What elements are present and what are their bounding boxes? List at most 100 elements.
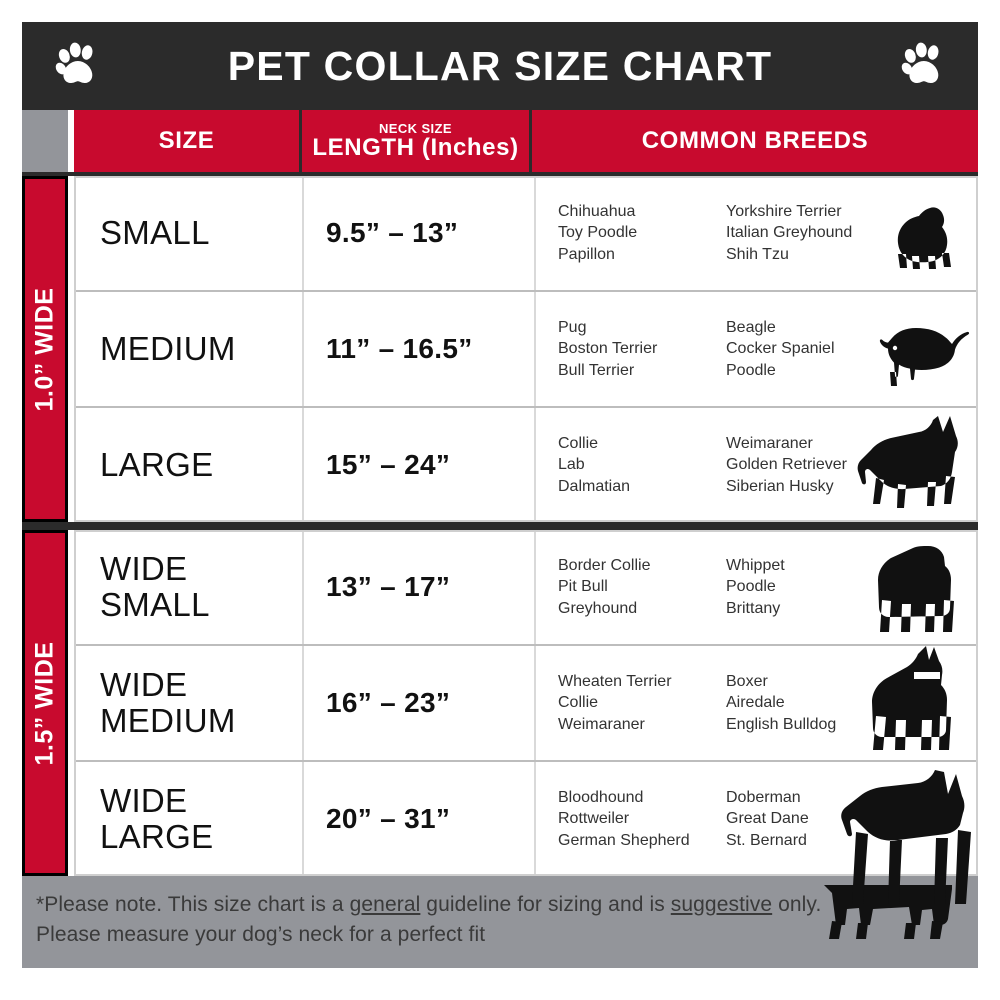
- breed-item: Siberian Husky: [726, 477, 834, 495]
- cell-length: 11” – 16.5”: [304, 292, 534, 406]
- breed-item: Poodle: [726, 578, 776, 596]
- header-divider: [22, 172, 978, 176]
- breed-column-2: Whippet Poodle Brittany: [726, 555, 785, 618]
- breed-item: German Shepherd: [558, 831, 690, 849]
- table-header-row: SIZE NECK SIZE LENGTH (Inches) COMMON BR…: [22, 110, 978, 172]
- breed-column-2: Doberman Great Dane St. Bernard: [726, 787, 809, 850]
- breed-column-2: Boxer Airedale English Bulldog: [726, 671, 836, 734]
- cell-size: MEDIUM: [74, 292, 302, 406]
- size-label-line2: SMALL: [100, 586, 210, 623]
- cell-breeds: Border Collie Pit Bull Greyhound Whippet…: [536, 530, 978, 644]
- breed-item: Chihuahua: [558, 203, 636, 221]
- table-row: WIDE MEDIUM 16” – 23” Wheaten Terrier Co…: [22, 646, 978, 760]
- size-label-line1: WIDE: [100, 782, 188, 820]
- cell-breeds: Chihuahua Toy Poodle Papillon Yorkshire …: [536, 176, 978, 290]
- breed-item: Boxer: [726, 673, 768, 691]
- breed-item: Italian Greyhound: [726, 224, 853, 242]
- breed-item: Bull Terrier: [558, 361, 635, 379]
- breed-column-2: Beagle Cocker Spaniel Poodle: [726, 317, 835, 380]
- breed-column-2: Weimaraner Golden Retriever Siberian Hus…: [726, 433, 847, 496]
- size-label-line1: MEDIUM: [100, 330, 236, 368]
- breed-item: Shih Tzu: [726, 245, 789, 263]
- footer-line1-part-c: only.: [772, 893, 822, 916]
- column-header-breeds-label: COMMON BREEDS: [641, 127, 869, 155]
- breed-item: Greyhound: [558, 599, 638, 617]
- breed-item: Weimaraner: [726, 435, 813, 453]
- breed-item: Golden Retriever: [726, 456, 847, 474]
- footer-note: *Please note. This size chart is a gener…: [22, 876, 978, 968]
- breed-column-1: Collie Lab Dalmatian: [558, 433, 698, 496]
- cell-length: 20” – 31”: [304, 762, 534, 876]
- cell-size: WIDE MEDIUM: [74, 646, 302, 760]
- size-label-line2: LARGE: [100, 818, 214, 855]
- shepherd-dog-silhouette: [842, 410, 974, 514]
- table-row: WIDE SMALL 13” – 17” Border Collie Pit B…: [22, 530, 978, 644]
- breed-item: Papillon: [558, 245, 615, 263]
- breed-column-1: Pug Boston Terrier Bull Terrier: [558, 317, 698, 380]
- breed-item: Collie: [558, 694, 599, 712]
- cell-length: 16” – 23”: [304, 646, 534, 760]
- breed-item: Wheaten Terrier: [558, 673, 672, 691]
- pet-collar-size-chart: PET COLLAR SIZE CHART SIZE NECK SIZE: [22, 22, 978, 978]
- breed-item: Cocker Spaniel: [726, 340, 835, 358]
- breed-item: Border Collie: [558, 557, 651, 575]
- breed-column-1: Chihuahua Toy Poodle Papillon: [558, 201, 698, 264]
- group-label-1.5-wide: 1.5” WIDE: [22, 530, 68, 876]
- breed-item: Doberman: [726, 789, 801, 807]
- footer-emphasis-general: general: [349, 893, 421, 916]
- column-header-length: NECK SIZE LENGTH (Inches): [302, 110, 532, 172]
- breed-item: Great Dane: [726, 810, 809, 828]
- page-title: PET COLLAR SIZE CHART: [227, 42, 773, 89]
- column-header-size-label: SIZE: [158, 127, 215, 155]
- breed-item: English Bulldog: [726, 715, 837, 733]
- table-row: LARGE 15” – 24” Collie Lab Dalmatian We: [22, 408, 978, 522]
- cell-size: WIDE LARGE: [74, 762, 302, 876]
- size-label-line1: SMALL: [100, 214, 210, 252]
- breed-item: Collie: [558, 435, 599, 453]
- breed-column-2: Yorkshire Terrier Italian Greyhound Shih…: [726, 201, 852, 264]
- breed-column-1: Wheaten Terrier Collie Weimaraner: [558, 671, 698, 734]
- breed-item: Poodle: [726, 361, 776, 379]
- breed-item: Yorkshire Terrier: [726, 203, 842, 221]
- table-row: SMALL 9.5” – 13” Chihuahua Toy Poodle Pa…: [22, 176, 978, 290]
- cell-breeds: Bloodhound Rottweiler German Shepherd Do…: [536, 762, 978, 876]
- corner-cell: [22, 110, 68, 172]
- cell-length: 9.5” – 13”: [304, 176, 534, 290]
- cell-size: WIDE SMALL: [74, 530, 302, 644]
- cell-size: LARGE: [74, 408, 302, 522]
- basset-hound-silhouette: [862, 314, 972, 392]
- breed-item: Pit Bull: [558, 578, 608, 596]
- column-header-breeds: COMMON BREEDS: [532, 110, 978, 172]
- breed-item: Rottweiler: [558, 810, 630, 828]
- size-table: SIZE NECK SIZE LENGTH (Inches) COMMON BR…: [22, 110, 978, 876]
- group-label-1.0-wide: 1.0” WIDE: [22, 176, 68, 522]
- breed-column-1: Bloodhound Rottweiler German Shepherd: [558, 787, 698, 850]
- footer-text: *Please note. This size chart is a gener…: [36, 890, 978, 951]
- breed-item: Beagle: [726, 319, 776, 337]
- footer-line-1: *Please note. This size chart is a gener…: [36, 890, 978, 920]
- footer-emphasis-suggestive: suggestive: [670, 893, 773, 916]
- breed-item: St. Bernard: [726, 831, 807, 849]
- column-header-length-sublabel: NECK SIZE: [379, 120, 452, 136]
- cell-length: 13” – 17”: [304, 530, 534, 644]
- size-label-line2: MEDIUM: [100, 702, 236, 739]
- cell-size: SMALL: [74, 176, 302, 290]
- breed-item: Boston Terrier: [558, 340, 658, 358]
- breed-item: Toy Poodle: [558, 224, 638, 242]
- breed-item: Pug: [558, 319, 587, 337]
- boxer-dog-silhouette: [852, 644, 968, 756]
- breed-column-1: Border Collie Pit Bull Greyhound: [558, 555, 698, 618]
- size-label-line1: WIDE: [100, 550, 188, 588]
- breed-item: Brittany: [726, 599, 781, 617]
- footer-line1-part-b: guideline for sizing and is: [420, 893, 671, 916]
- size-label-line1: LARGE: [100, 446, 214, 484]
- breed-item: Lab: [558, 456, 585, 474]
- cell-breeds: Pug Boston Terrier Bull Terrier Beagle C…: [536, 292, 978, 406]
- cell-breeds: Wheaten Terrier Collie Weimaraner Boxer …: [536, 646, 978, 760]
- chart-header: PET COLLAR SIZE CHART: [22, 22, 978, 110]
- cell-breeds: Collie Lab Dalmatian Weimaraner Golden R…: [536, 408, 978, 522]
- small-fluffy-dog-silhouette: [872, 198, 960, 274]
- bulldog-silhouette: [858, 538, 962, 638]
- cell-length: 15” – 24”: [304, 408, 534, 522]
- breed-item: Dalmatian: [558, 477, 631, 495]
